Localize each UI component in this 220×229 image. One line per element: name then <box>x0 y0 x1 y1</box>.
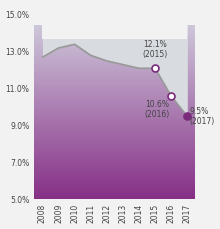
Text: 10.6%
(2016): 10.6% (2016) <box>144 100 169 119</box>
Text: 9.5%
(2017): 9.5% (2017) <box>190 106 215 126</box>
Text: 12.1%
(2015): 12.1% (2015) <box>142 40 168 59</box>
